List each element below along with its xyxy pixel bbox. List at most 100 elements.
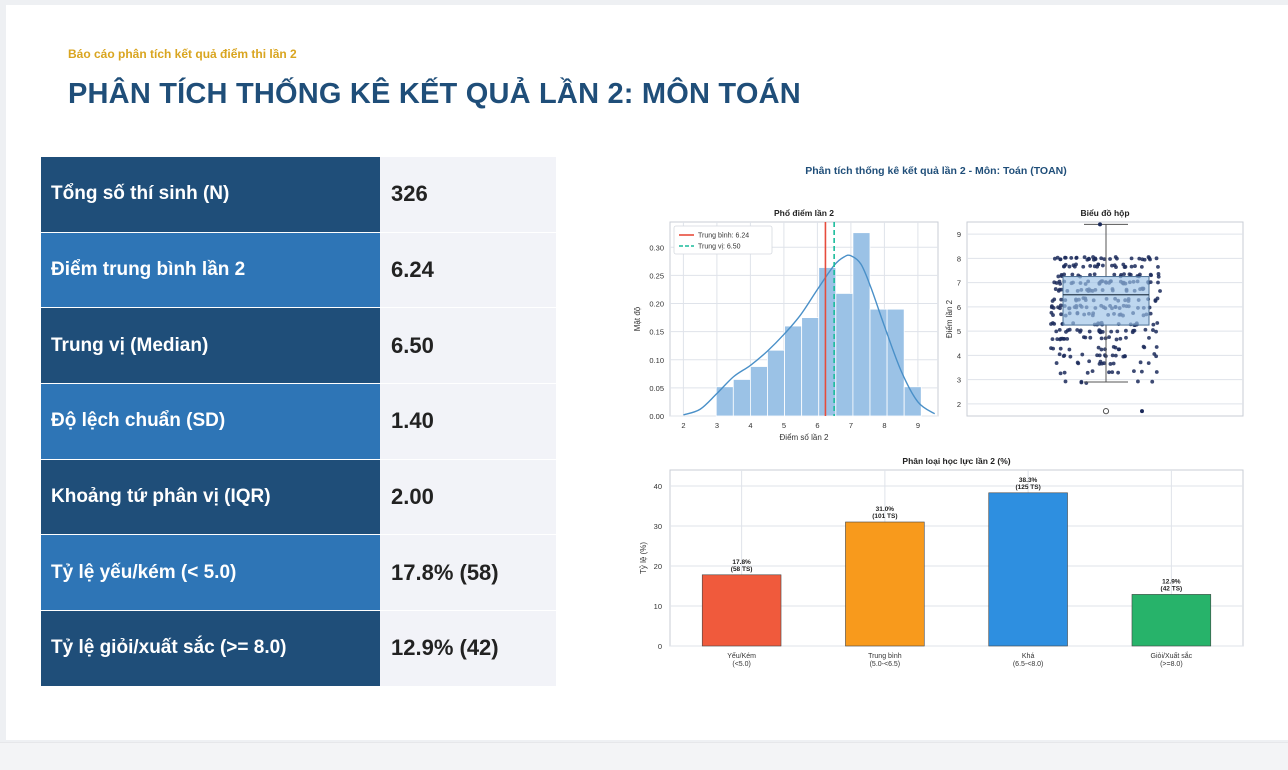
box-jitter-point: [1129, 264, 1134, 269]
box-jitter-point: [1088, 264, 1093, 268]
box-jitter-point: [1059, 312, 1063, 317]
box-jitter-point: [1148, 311, 1153, 316]
box-jitter-point: [1057, 287, 1062, 292]
box-y-tick-label: 6: [957, 303, 961, 312]
box-jitter-point: [1128, 272, 1133, 277]
box-jitter-point: [1108, 362, 1113, 366]
box-jitter-point: [1075, 360, 1080, 365]
box-jitter-point: [1099, 256, 1104, 261]
box-jitter-point: [1139, 369, 1144, 374]
box-jitter-point: [1074, 256, 1079, 260]
box-jitter-point: [1050, 321, 1055, 325]
box-iqr-box: [1062, 276, 1150, 326]
box-jitter-point: [1054, 329, 1059, 334]
box-jitter-point: [1124, 335, 1128, 340]
box-jitter-point: [1100, 263, 1105, 268]
hist-y-tick-label: 0.25: [649, 271, 664, 280]
box-jitter-point: [1115, 329, 1120, 334]
hist-legend-median-label: Trung vị: 6.50: [698, 244, 741, 251]
stat-value: 1.40: [380, 384, 556, 460]
box-jitter-point: [1154, 345, 1159, 349]
box-jitter-point: [1062, 272, 1067, 277]
box-jitter-point: [1091, 255, 1095, 259]
hist-x-tick-label: 4: [748, 421, 752, 430]
box-jitter-point: [1099, 336, 1104, 341]
box-jitter-point: [1156, 274, 1161, 279]
box-jitter-point: [1142, 257, 1147, 262]
stat-label: Khoảng tứ phân vị (IQR): [41, 459, 380, 536]
box-jitter-point: [1156, 280, 1160, 285]
hist-bar: [784, 325, 803, 417]
box-jitter-point: [1155, 321, 1160, 325]
box-jitter-point: [1123, 354, 1127, 358]
stat-label: Tỷ lệ giỏi/xuất sắc (>= 8.0): [41, 611, 380, 687]
hist-bar: [886, 308, 905, 417]
cls-title: Phân loại học lực lần 2 (%): [902, 456, 1010, 466]
box-jitter-point: [1062, 370, 1067, 375]
cls-data-label: 38.3% (125 TS): [1015, 477, 1040, 491]
box-jitter-point: [1055, 255, 1060, 260]
hist-bar: [732, 379, 751, 417]
box-jitter-point: [1059, 297, 1064, 302]
hist-x-tick-label: 2: [681, 421, 685, 430]
box-jitter-point: [1060, 336, 1065, 341]
box-jitter-point: [1054, 361, 1059, 365]
charts-svg: Phân tích thống kê kết quả lần 2 - Môn: …: [633, 165, 1244, 668]
histogram-chart: 2 3 4 5 6 7 8 9 0.00 0.05 0.10 0.15 0.20 0.25 0.30 Phổ …: [633, 208, 939, 442]
stats-table: Tổng số thí sinh (N) 326 Điểm trung bình…: [41, 157, 556, 687]
box-jitter-point: [1080, 352, 1085, 357]
stat-label: Tổng số thí sinh (N): [41, 157, 380, 233]
box-jitter-point: [1051, 313, 1055, 317]
cls-y-tick-label: 40: [654, 482, 662, 491]
stat-value: 2.00: [380, 459, 556, 536]
box-jitter-point: [1136, 379, 1140, 384]
box-jitter-point: [1054, 281, 1059, 285]
hist-y-tick-label: 0.10: [649, 356, 664, 365]
box-jitter-point: [1052, 297, 1057, 302]
cls-data-label: 17.8% (58 TS): [731, 559, 753, 573]
box-y-tick-label: 2: [957, 400, 961, 409]
cls-y-tick-label: 10: [654, 602, 662, 611]
box-jitter-point: [1075, 328, 1080, 332]
cls-y-axis-label: Tỷ lệ (%): [639, 542, 648, 574]
cls-x-tick-label: Trung bình (5.0-<6.5): [868, 653, 902, 668]
box-jitter-point: [1067, 264, 1072, 269]
box-y-tick-label: 5: [957, 327, 961, 336]
box-jitter-point: [1118, 336, 1123, 341]
box-outlier: [1102, 408, 1110, 415]
boxplot-chart: 2 3 4 5 6 7 8 9 Biểu đồ hộp Điểm lần 2: [945, 208, 1244, 417]
box-y-tick-label: 3: [957, 376, 961, 385]
box-jitter-point: [1139, 265, 1144, 269]
stat-row-weak: Tỷ lệ yếu/kém (< 5.0) 17.8% (58): [41, 535, 556, 612]
box-jitter-point: [1131, 328, 1136, 333]
hist-bar: [749, 366, 768, 417]
cls-x-tick-label: Yếu/Kém (<5.0): [727, 651, 756, 668]
box-jitter-point: [1058, 281, 1063, 286]
cls-data-label: 12.9% (42 TS): [1161, 578, 1183, 592]
hist-x-tick-label: 7: [849, 421, 853, 430]
box-jitter-point: [1129, 256, 1134, 261]
box-jitter-point: [1099, 347, 1104, 352]
box-jitter-point: [1111, 361, 1116, 366]
hist-legend-mean-label: Trung bình: 6.24: [698, 233, 749, 240]
box-jitter-point: [1108, 257, 1112, 261]
cls-bar: [988, 492, 1068, 647]
hist-x-axis-label: Điểm số lần 2: [780, 433, 829, 442]
hist-x-tick-label: 9: [916, 421, 920, 430]
hist-y-tick-label: 0.05: [649, 384, 664, 393]
stat-value: 17.8% (58): [380, 535, 556, 612]
box-jitter-point: [1083, 335, 1088, 340]
hist-y-axis-label: Mật độ: [633, 306, 642, 331]
cls-y-tick-label: 30: [654, 522, 662, 531]
cls-y-tick-label: 0: [658, 642, 662, 651]
box-jitter-point: [1058, 346, 1063, 351]
box-jitter-point: [1111, 344, 1116, 349]
box-jitter-point: [1102, 361, 1107, 366]
stat-row-median: Trung vị (Median) 6.50: [41, 308, 556, 385]
hist-bar: [903, 386, 922, 417]
box-jitter-point: [1107, 370, 1111, 375]
box-jitter-point: [1057, 327, 1062, 332]
box-jitter-point: [1113, 255, 1118, 259]
box-jitter-point: [1146, 255, 1151, 259]
cls-x-tick-label: Giỏi/Xuất sắc (>=8.0): [1151, 651, 1193, 668]
